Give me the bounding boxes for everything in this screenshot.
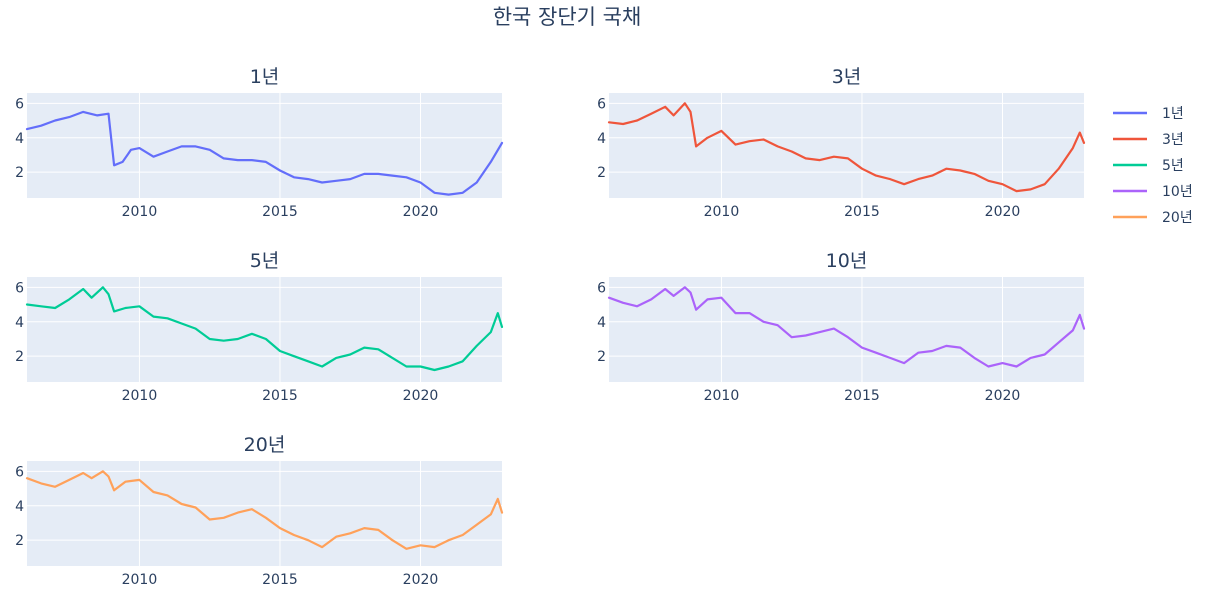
x-tick-label: 2015 [262, 388, 298, 404]
legend-label: 20년 [1162, 210, 1193, 226]
legend-label: 10년 [1162, 184, 1193, 200]
subplot-title: 20년 [244, 434, 286, 456]
legend-item[interactable]: 3년 [1113, 132, 1184, 148]
legend-label: 5년 [1162, 158, 1184, 174]
plot-area [27, 277, 502, 382]
legend-item[interactable]: 10년 [1113, 184, 1193, 200]
legend-item[interactable]: 20년 [1113, 210, 1193, 226]
x-tick-label: 2010 [122, 204, 158, 220]
x-tick-label: 2020 [985, 388, 1021, 404]
y-tick-label: 2 [15, 349, 24, 365]
x-tick-label: 2010 [704, 388, 740, 404]
y-tick-label: 2 [597, 165, 606, 181]
y-tick-label: 4 [15, 499, 24, 515]
figure-title: 한국 장단기 국채 [493, 5, 642, 29]
x-tick-label: 2010 [704, 204, 740, 220]
subplot-title: 5년 [250, 250, 280, 272]
series-line [607, 286, 1086, 368]
legend-item[interactable]: 5년 [1113, 158, 1184, 174]
plot-area [27, 93, 502, 198]
legend[interactable]: 1년 3년 5년 10년 20년 [1113, 106, 1193, 226]
y-tick-label: 4 [597, 131, 606, 147]
x-tick-label: 2015 [844, 388, 880, 404]
y-tick-label: 4 [15, 315, 24, 331]
subplot-title: 3년 [832, 66, 862, 88]
y-tick-label: 2 [597, 349, 606, 365]
y-tick-label: 2 [15, 165, 24, 181]
x-tick-label: 2015 [262, 204, 298, 220]
y-tick-label: 6 [15, 464, 24, 480]
plot-area [27, 461, 502, 566]
x-tick-label: 2020 [403, 204, 439, 220]
subplot-title: 1년 [250, 66, 280, 88]
subplot-3: 2010 2015 2020 2 4 6 5년 [15, 250, 504, 404]
y-tick-label: 2 [15, 533, 24, 549]
subplot-4: 2010 2015 2020 2 4 6 10년 [597, 250, 1086, 404]
x-tick-label: 2015 [262, 572, 298, 588]
x-tick-label: 2020 [403, 388, 439, 404]
x-tick-label: 2010 [122, 572, 158, 588]
legend-label: 1년 [1162, 106, 1184, 122]
legend-item[interactable]: 1년 [1113, 106, 1184, 122]
y-tick-label: 4 [15, 131, 24, 147]
series-line [25, 286, 504, 372]
x-tick-label: 2020 [985, 204, 1021, 220]
series-line [25, 470, 504, 550]
plot-area [609, 93, 1084, 198]
y-tick-label: 6 [15, 280, 24, 296]
y-tick-label: 4 [597, 315, 606, 331]
subplot-2: 2010 2015 2020 2 4 6 3년 [597, 66, 1086, 220]
x-tick-label: 2015 [844, 204, 880, 220]
subplot-5: 2010 2015 2020 2 4 6 20년 [15, 434, 504, 588]
y-tick-label: 6 [597, 280, 606, 296]
series-line [607, 102, 1086, 193]
y-tick-label: 6 [597, 96, 606, 112]
subplot-1: 2010 2015 2020 2 4 6 1년 [15, 66, 504, 220]
y-tick-label: 6 [15, 96, 24, 112]
x-tick-label: 2010 [122, 388, 158, 404]
subplot-title: 10년 [826, 250, 868, 272]
legend-label: 3년 [1162, 132, 1184, 148]
x-tick-label: 2020 [403, 572, 439, 588]
series-line [25, 110, 504, 196]
